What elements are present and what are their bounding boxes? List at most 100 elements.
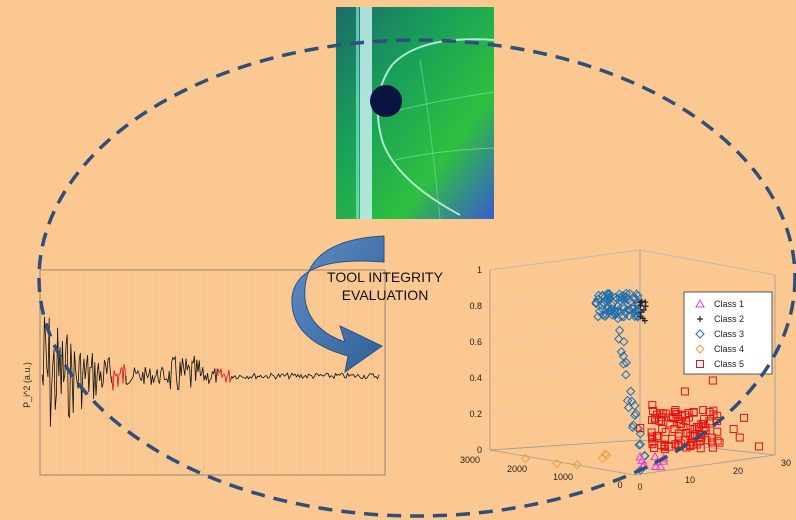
legend-marker	[695, 298, 705, 308]
point-class-3	[601, 294, 611, 304]
signal-trace	[111, 364, 127, 391]
point-class-3	[613, 313, 623, 324]
point-class-5	[702, 436, 711, 445]
point-class-1	[650, 451, 660, 461]
point-class-5	[739, 413, 748, 422]
point-class-5	[729, 425, 738, 434]
legend-marker	[697, 316, 703, 322]
point-class-3	[630, 410, 640, 421]
point-class-3	[627, 422, 638, 433]
z-tick-label: 0	[477, 445, 482, 455]
grid-line	[489, 357, 641, 379]
point-class-3	[623, 295, 633, 305]
point-class-5	[754, 442, 763, 451]
point-class-4	[597, 453, 608, 464]
z-tick-label: 0.8	[469, 301, 482, 311]
grid-line	[639, 249, 776, 276]
point-class-3	[616, 347, 627, 357]
y-tick-label: 30	[781, 458, 791, 468]
point-class-5	[670, 425, 679, 434]
tool-micrograph	[336, 7, 495, 220]
point-class-5	[648, 401, 657, 410]
signal-plot-ylabel: P_i^2 (a.u.)	[22, 362, 32, 408]
signal-trace	[125, 355, 218, 391]
z-tick-label: 0.4	[469, 373, 482, 383]
point-class-3	[591, 297, 601, 308]
point-class-5	[679, 422, 688, 431]
point-class-5	[665, 442, 674, 451]
point-class-5	[648, 440, 657, 449]
scatter-chart-3d: 0 0.2 0.4 0.6 0.8 1 3000 2000 1000 0 0 10 20 30 Cla…	[455, 249, 796, 520]
y-axis-ticks: 0 10 20 30	[637, 458, 791, 492]
signal-trace	[41, 316, 112, 427]
z-tick-label: 0.6	[469, 337, 482, 347]
point-class-5	[668, 434, 677, 443]
legend-label: Class 4	[714, 344, 744, 354]
point-class-5	[705, 408, 714, 417]
point-class-3	[624, 311, 634, 321]
point-class-5	[696, 444, 705, 453]
point-class-3	[631, 289, 642, 299]
point-class-3	[635, 439, 646, 450]
point-class-3	[621, 291, 631, 302]
point-class-3	[626, 386, 636, 397]
grid-line	[489, 393, 641, 415]
point-class-5	[649, 406, 658, 415]
point-class-5	[672, 410, 681, 419]
legend-entry: Class 3	[695, 329, 744, 339]
signal-plot: P_i^2 (a.u.)	[22, 269, 386, 476]
z-axis-ticks: 0 0.2 0.4 0.6 0.8 1	[469, 265, 482, 455]
caption-line-1: TOOL INTEGRITY	[327, 269, 443, 285]
legend-entry: Class 5	[696, 359, 744, 369]
point-class-5	[671, 406, 680, 415]
point-class-5	[708, 376, 717, 385]
x-axis-ticks: 3000 2000 1000 0	[460, 455, 623, 490]
legend-marker	[695, 329, 705, 339]
point-class-3	[628, 420, 638, 430]
point-class-3	[639, 450, 650, 461]
point-class-3	[627, 396, 637, 406]
dashed-ellipse	[37, 38, 796, 518]
point-class-3	[607, 310, 617, 320]
signal-waveform	[41, 316, 380, 427]
defect-marker-dot	[370, 85, 402, 117]
point-class-3	[614, 325, 625, 336]
axis-edge	[489, 439, 641, 451]
point-class-5	[708, 443, 717, 452]
x-tick-label: 2000	[507, 464, 527, 474]
y-tick-label: 20	[733, 466, 743, 476]
point-class-3	[593, 311, 603, 322]
signal-plot-gridlines	[59, 271, 373, 474]
point-class-3	[630, 400, 640, 411]
point-class-5	[713, 411, 722, 420]
grid-line	[489, 249, 641, 271]
point-class-5	[680, 387, 689, 396]
point-class-2	[640, 306, 647, 313]
point-class-3	[608, 297, 618, 308]
point-class-5	[713, 427, 722, 436]
point-class-1	[655, 461, 666, 471]
axis-edge	[634, 454, 776, 476]
point-class-3	[618, 359, 629, 369]
point-class-4	[602, 450, 612, 460]
point-class-5	[683, 428, 692, 437]
point-class-5	[700, 415, 709, 424]
point-class-2	[639, 315, 646, 322]
legend-label: Class 2	[714, 314, 744, 324]
point-class-5	[654, 433, 663, 442]
point-class-4	[520, 453, 531, 464]
point-class-3	[593, 290, 604, 301]
point-class-3	[598, 310, 608, 320]
point-class-3	[621, 358, 632, 368]
point-class-5	[636, 423, 645, 432]
grid-line	[489, 321, 641, 343]
point-class-3	[626, 296, 636, 307]
point-class-3	[619, 336, 629, 347]
legend-marker	[695, 344, 705, 354]
point-class-5	[705, 417, 714, 426]
point-class-5	[707, 433, 716, 442]
point-class-5	[708, 438, 717, 447]
point-class-5	[689, 407, 698, 416]
scatter-legend: Class 1 Class 2 Class 3 Class 4 Class 5	[683, 291, 773, 375]
point-class-5	[674, 429, 683, 438]
